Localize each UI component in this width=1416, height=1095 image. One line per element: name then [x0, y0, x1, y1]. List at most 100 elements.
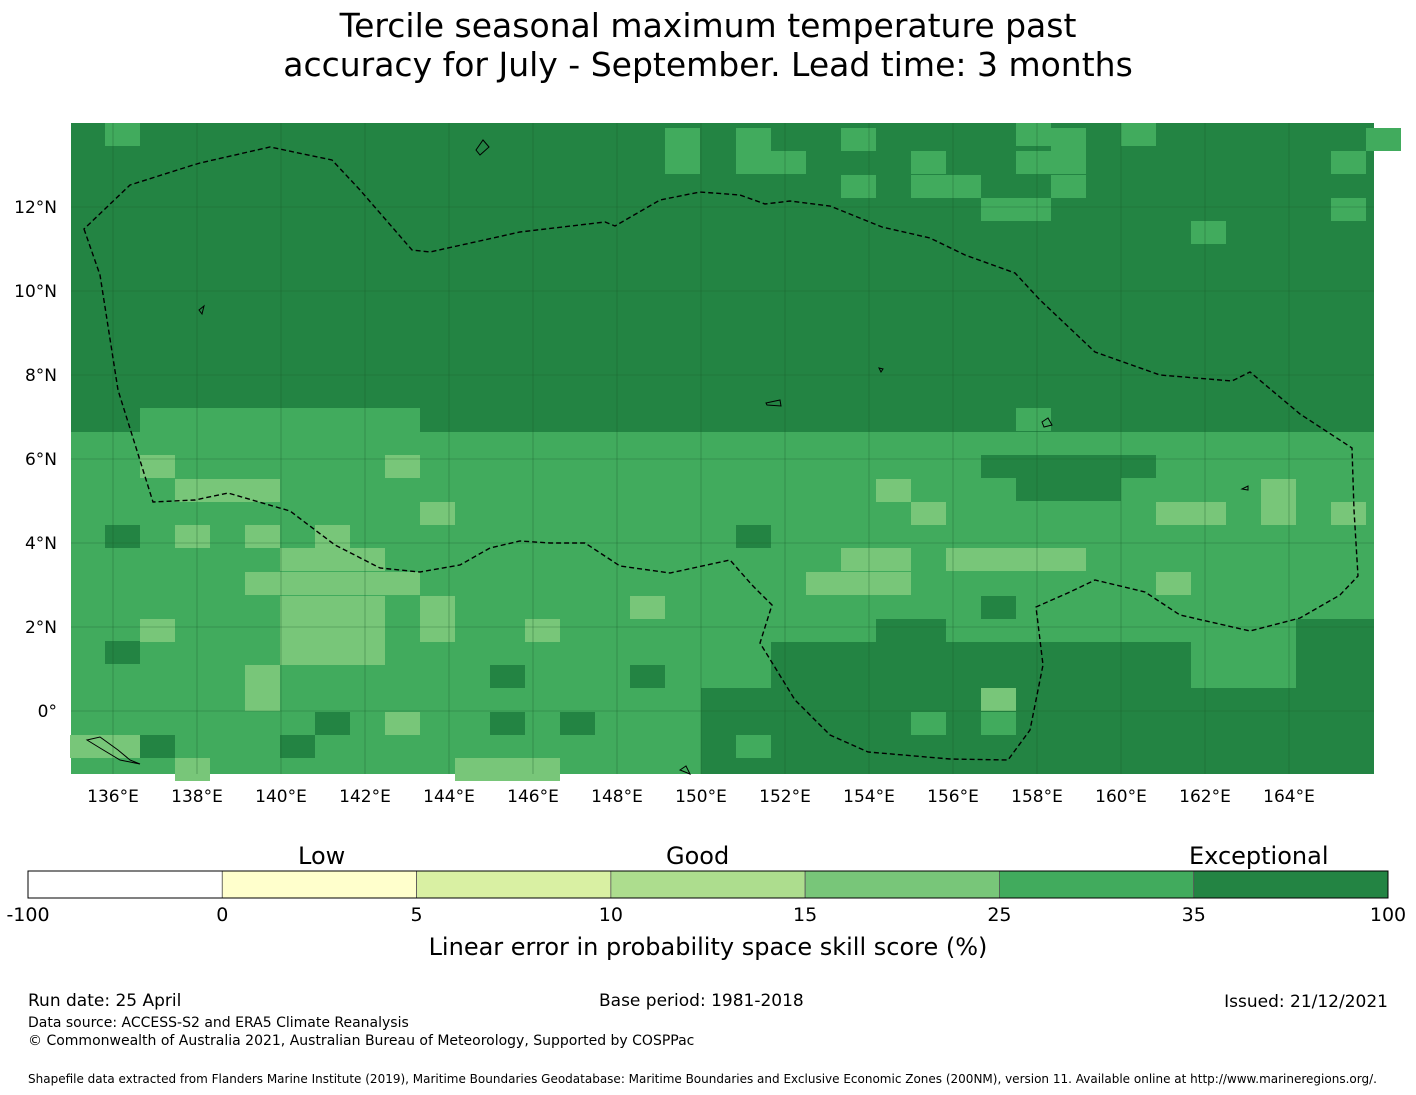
- grid-cell: [245, 688, 280, 711]
- grid-cell: [420, 596, 455, 619]
- grid-cell: [280, 619, 315, 642]
- grid-cell: [490, 758, 525, 781]
- grid-cell: [1331, 151, 1366, 174]
- grid-cell: [245, 525, 280, 548]
- longitude-tick-label: 138°E: [171, 787, 223, 807]
- grid-cell: [105, 735, 140, 758]
- grid-cell: [841, 548, 876, 571]
- latitude-labels: 12°N 10°N 8°N 6°N 4°N 2°N 0°: [14, 198, 57, 722]
- grid-cell: [175, 525, 210, 548]
- grid-cell: [280, 735, 315, 758]
- grid-cell: [1261, 502, 1296, 525]
- grid-cell: [350, 572, 385, 595]
- latitude-tick-label: 6°N: [25, 450, 57, 470]
- grid-cell: [841, 572, 876, 595]
- legend-category-good: Good: [666, 842, 730, 870]
- map-title: Tercile seasonal maximum temperature pas…: [0, 6, 1416, 84]
- grid-cell: [911, 712, 946, 735]
- island: [1240, 485, 1249, 491]
- grid-cell: [525, 619, 560, 642]
- island: [1041, 417, 1053, 428]
- grid-cell: [1121, 123, 1156, 146]
- colorbar-segment: [27, 870, 223, 899]
- longitude-tick-label: 144°E: [423, 787, 475, 807]
- latitude-tick-label: 2°N: [25, 618, 57, 638]
- grid-cell: [245, 479, 280, 502]
- grid-cell: [981, 596, 1016, 619]
- grid-cell-region: [280, 408, 420, 432]
- grid-cell: [665, 128, 700, 151]
- longitude-tick-label: 152°E: [759, 787, 811, 807]
- grid-cell: [315, 596, 350, 619]
- grid-cell-region: [1191, 408, 1374, 432]
- colorbar-tick-label: -100: [6, 904, 49, 926]
- grid-cell: [385, 455, 420, 478]
- island: [878, 367, 884, 373]
- grid-cell-region: [71, 123, 1374, 432]
- grid-cell: [455, 758, 490, 781]
- grid-cell-region: [1296, 619, 1374, 689]
- grid-cell-region: [876, 619, 946, 642]
- longitude-tick-label: 154°E: [843, 787, 895, 807]
- grid-cell: [1051, 432, 1086, 455]
- grid-cell: [315, 525, 350, 548]
- longitude-tick-label: 158°E: [1011, 787, 1063, 807]
- island: [85, 736, 141, 765]
- legend-category-exceptional: Exceptional: [1189, 842, 1329, 870]
- grid-cell: [350, 596, 385, 619]
- island: [765, 399, 782, 407]
- grid-cell: [315, 572, 350, 595]
- grid-cell: [105, 123, 140, 146]
- grid-cell: [385, 712, 420, 735]
- colorbar-tick-label: 35: [1182, 904, 1206, 926]
- base-period: Base period: 1981-2018: [599, 991, 804, 1011]
- islands: [85, 139, 1249, 775]
- grid-cell: [841, 128, 876, 151]
- grid-cell: [1191, 221, 1226, 244]
- longitude-tick-label: 140°E: [255, 787, 307, 807]
- grid-cell: [946, 175, 981, 198]
- latitude-tick-label: 0°: [38, 702, 57, 722]
- grid-cell: [876, 548, 911, 571]
- grid-cell: [420, 502, 455, 525]
- longitude-tick-label: 148°E: [591, 787, 643, 807]
- longitude-tick-label: 150°E: [675, 787, 727, 807]
- grid-cell: [736, 128, 771, 151]
- grid-cell: [1016, 151, 1051, 174]
- grid-cell: [1156, 502, 1191, 525]
- grid-cell: [1261, 479, 1296, 502]
- grid-cell: [280, 572, 315, 595]
- grid-cell: [350, 548, 385, 571]
- island: [678, 765, 692, 775]
- longitude-tick-label: 142°E: [339, 787, 391, 807]
- grid-cell: [140, 455, 175, 478]
- longitude-labels: 136°E 138°E 140°E 142°E 144°E 146°E 148°E 150°E…: [87, 787, 1315, 807]
- grid-cell: [1156, 572, 1191, 595]
- grid-cell: [1121, 455, 1156, 478]
- issued-date: Issued: 21/12/2021: [1224, 992, 1388, 1012]
- title-line-2: accuracy for July - September. Lead time…: [283, 45, 1133, 84]
- colorbar-segment: [221, 870, 417, 899]
- grid-cell: [350, 619, 385, 642]
- grid-cell-region: [140, 408, 280, 432]
- grid-cell-region: [701, 688, 1374, 774]
- grid-cell: [946, 548, 981, 571]
- grid-cell: [736, 735, 771, 758]
- grid-cell: [981, 548, 1016, 571]
- grid-cell: [315, 548, 350, 571]
- grid-cell: [630, 596, 665, 619]
- grid-cell: [70, 735, 105, 758]
- longitude-tick-label: 162°E: [1179, 787, 1231, 807]
- eez-boundary: [83, 146, 1359, 761]
- grid-cell: [841, 175, 876, 198]
- grid-cell: [315, 712, 350, 735]
- colorbar-tick-label: 25: [987, 904, 1011, 926]
- grid-cell: [1016, 123, 1051, 146]
- grid-cell: [175, 479, 210, 502]
- grid-cell: [1331, 502, 1366, 525]
- grid-cell: [876, 479, 911, 502]
- run-date: Run date: 25 April: [28, 991, 182, 1011]
- grid-cell: [911, 151, 946, 174]
- copyright: © Commonwealth of Australia 2021, Austra…: [28, 1033, 695, 1049]
